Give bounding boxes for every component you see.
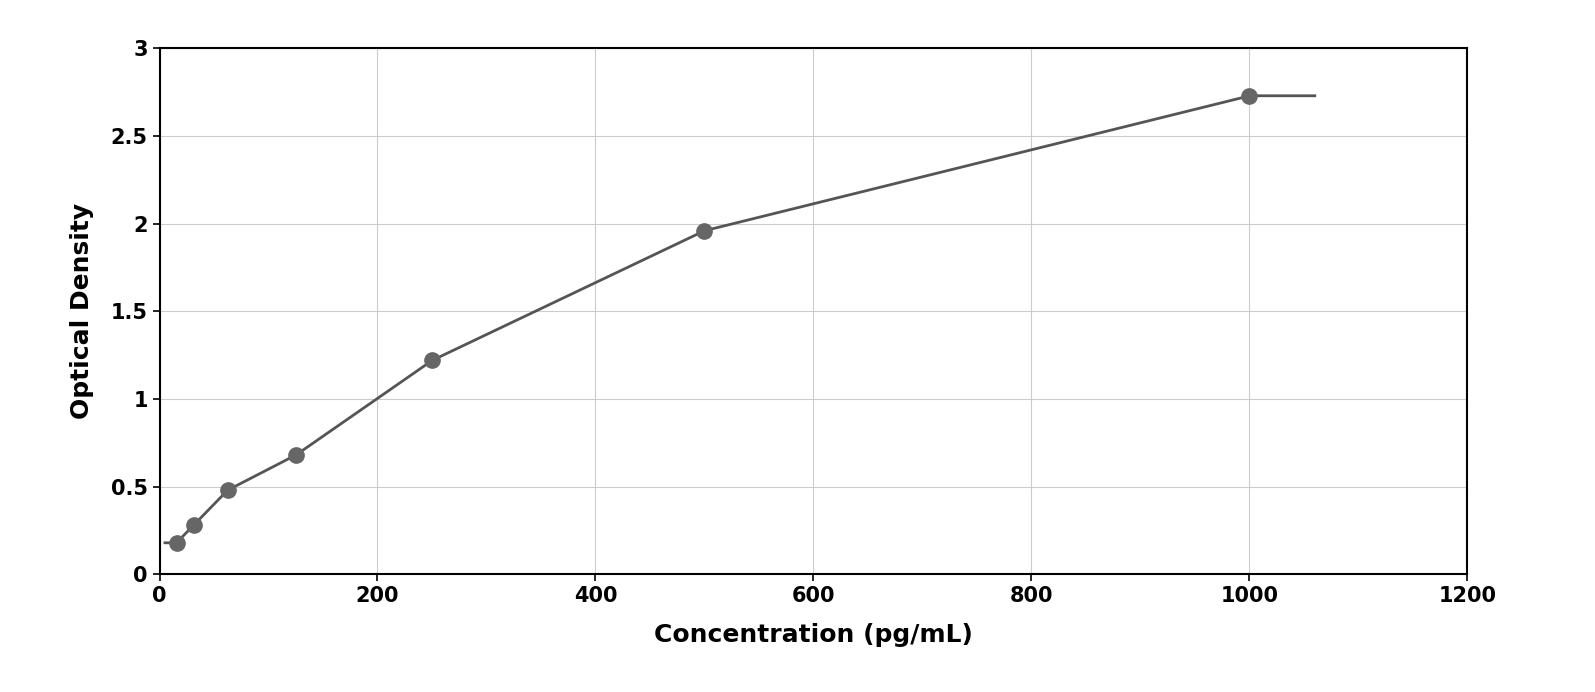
Point [1236,90,1262,101]
Y-axis label: Optical Density: Optical Density [70,203,94,419]
Point [180,520,206,531]
Point [282,450,308,461]
Point [164,537,190,548]
Point [215,484,241,495]
X-axis label: Concentration (pg/mL): Concentration (pg/mL) [654,623,973,647]
Point [692,225,718,236]
Point [419,355,445,366]
